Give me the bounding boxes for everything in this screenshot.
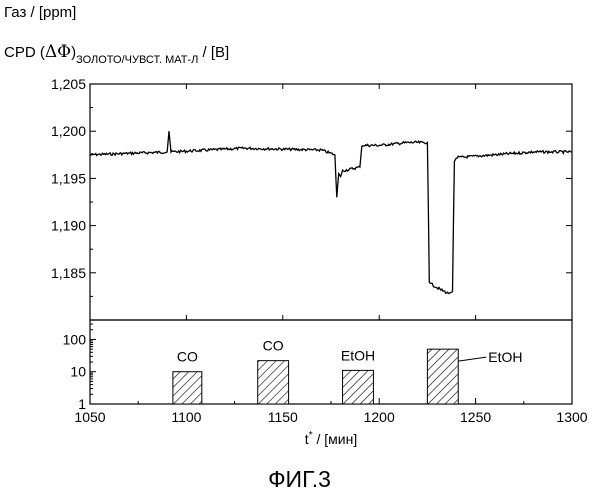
cpd-y-tick-label: 1,185 (51, 265, 86, 281)
gas-y-tick-label: 1 (78, 396, 86, 412)
time-x-tick-label: 1150 (268, 409, 298, 425)
time-x-axis-label: t* / [мин] (305, 430, 357, 447)
cpd-y-tick-label: 1,200 (51, 123, 86, 139)
time-x-tick-label: 1250 (460, 409, 491, 425)
gas-y-tick-label: 100 (63, 331, 87, 347)
gas-bar-4 (427, 349, 458, 404)
cpd-y-tick-label: 1,190 (51, 218, 86, 234)
figure-caption: ФИГ.3 (0, 466, 599, 493)
gas-y-tick-label: 10 (70, 364, 86, 380)
gas-bar-label: EtOH (488, 349, 522, 365)
cpd-trace-line (90, 131, 572, 293)
gas-bar-1 (173, 372, 202, 404)
chart-marks: 1,1851,1901,1951,2001,205105011001150120… (51, 76, 588, 447)
time-x-tick-label: 1200 (364, 409, 395, 425)
gas-bar-label: EtOH (341, 347, 375, 363)
time-x-tick-label: 1100 (171, 409, 201, 425)
gas-bar-2 (258, 361, 289, 404)
cpd-y-tick-label: 1,205 (51, 76, 86, 92)
gas-bar-3 (343, 370, 374, 404)
cpd-y-tick-label: 1,195 (51, 170, 86, 186)
gas-bar-label: CO (263, 338, 284, 354)
gas-bar-label: CO (177, 349, 198, 365)
gas-bar-leader-line (458, 357, 486, 361)
cpd-plot-frame (90, 84, 572, 320)
time-x-tick-label: 1300 (556, 409, 587, 425)
